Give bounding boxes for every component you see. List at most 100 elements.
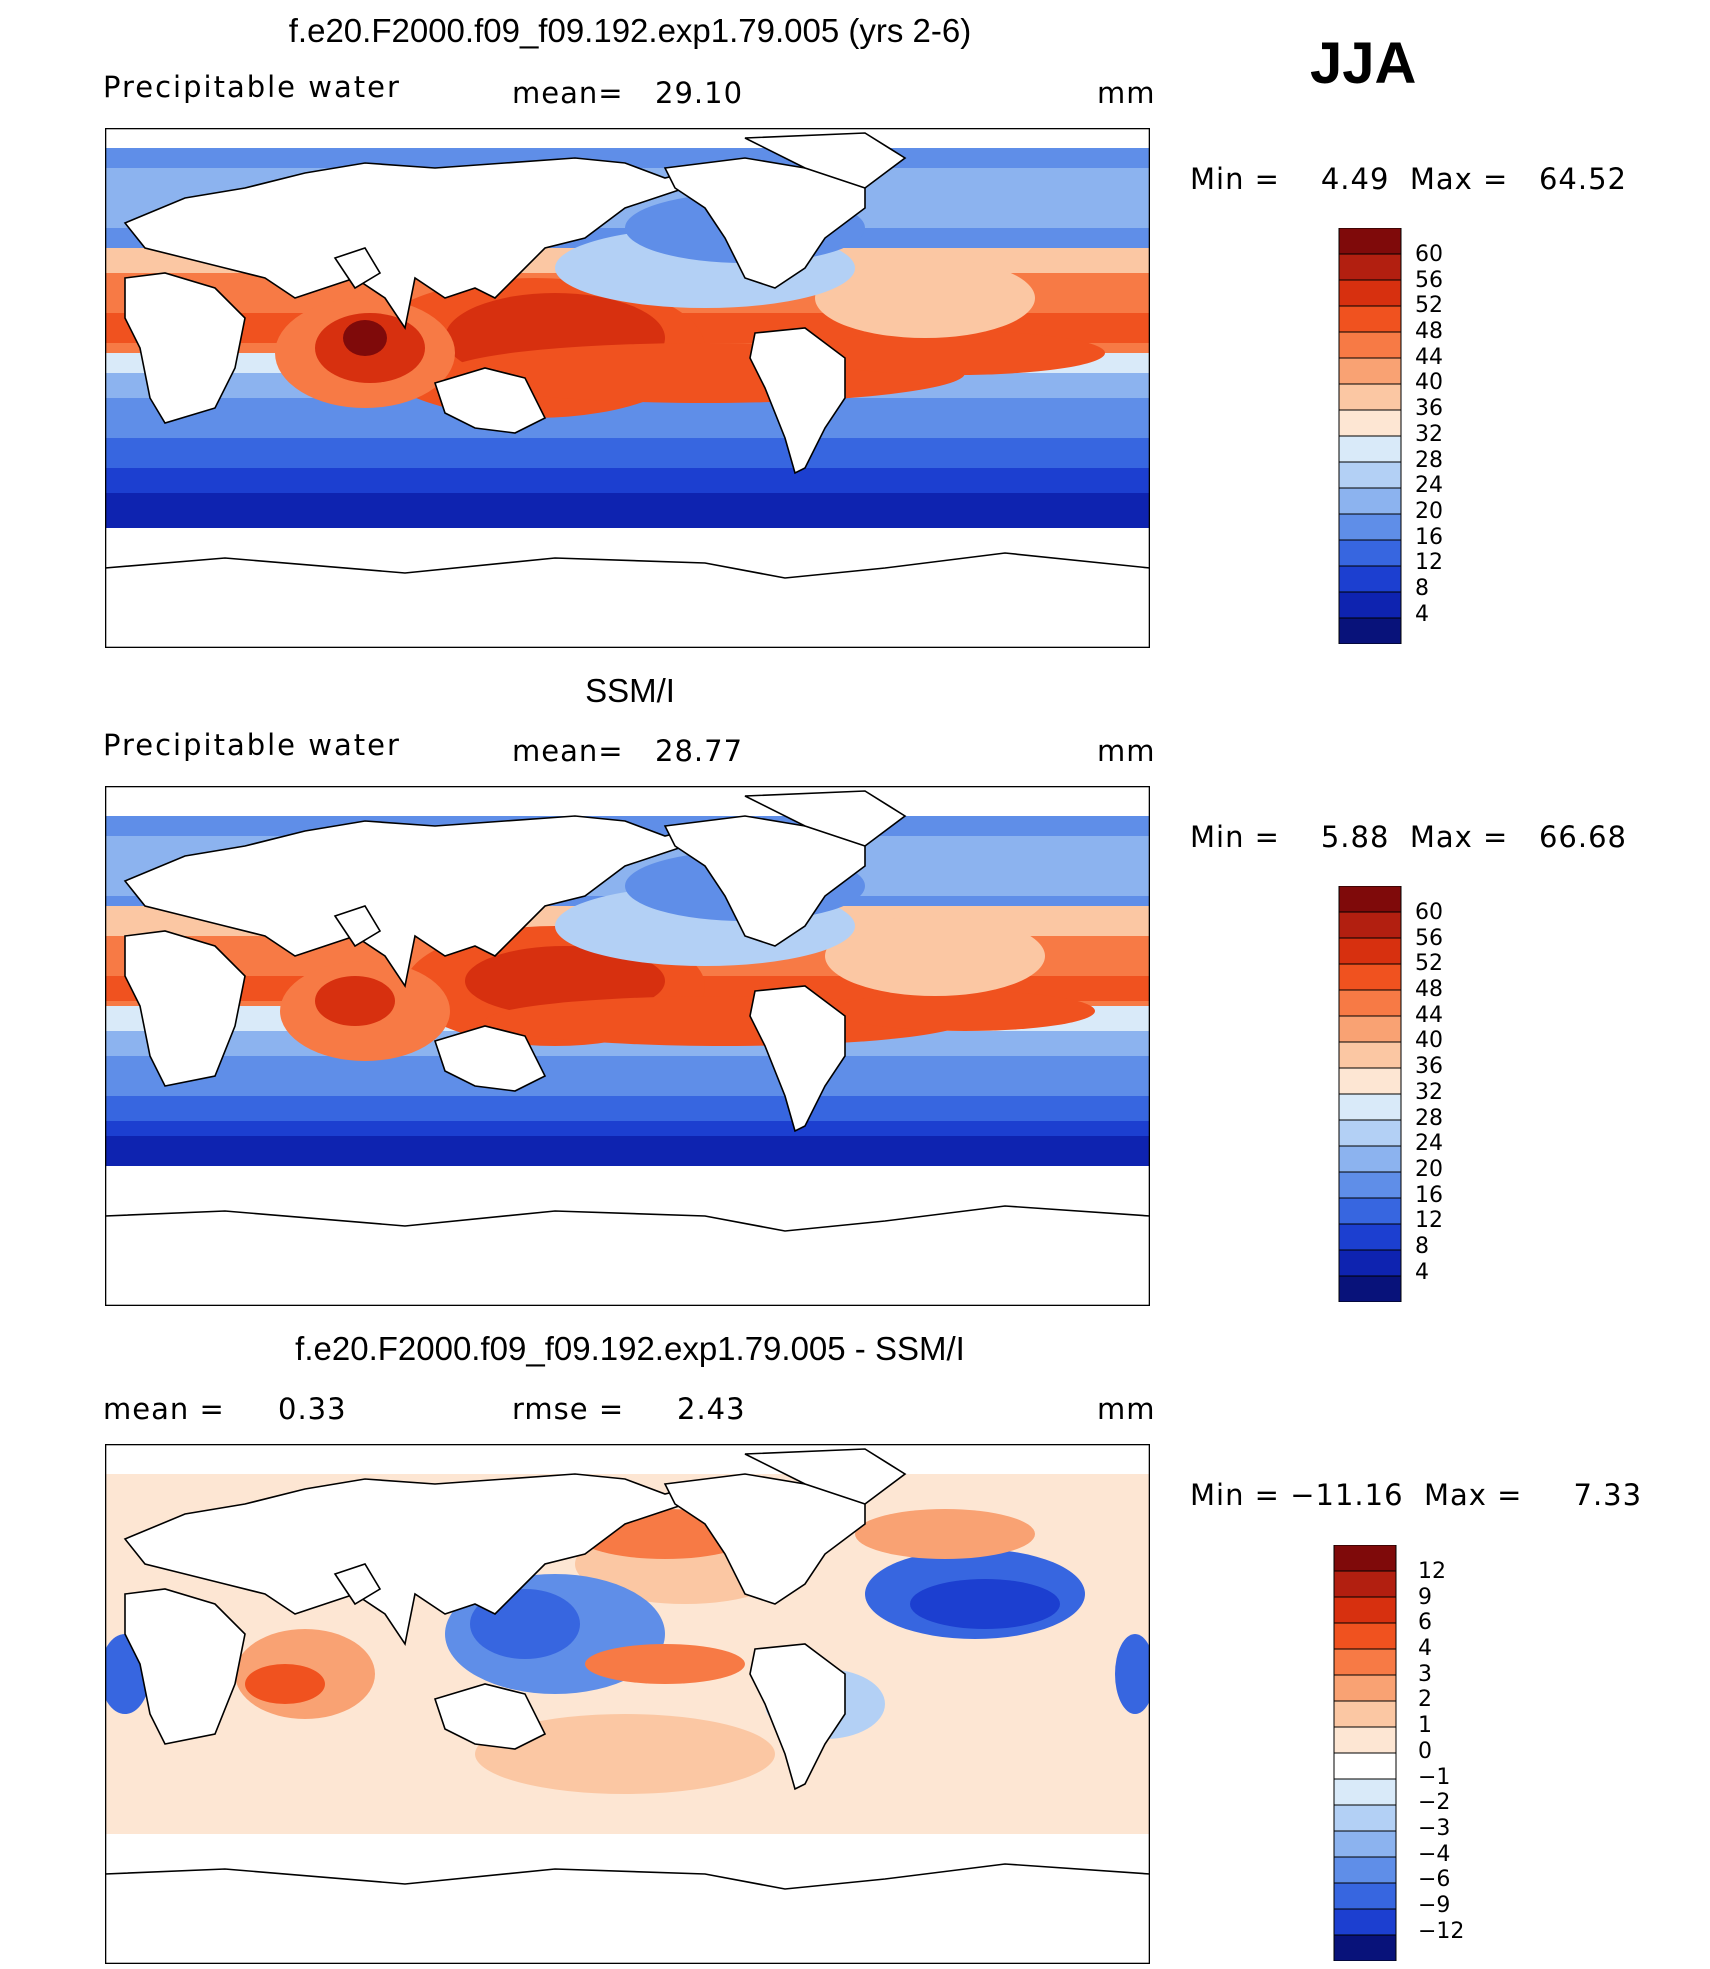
panel1-mean-value: 29.10 xyxy=(655,76,744,110)
colorbar-swatch xyxy=(1338,989,1402,1017)
panel2-units: mm xyxy=(1097,734,1156,768)
cb3-label: 3 xyxy=(1418,1661,1432,1687)
panel2-mean-label: mean= xyxy=(512,734,624,768)
colorbar-swatch xyxy=(1338,1275,1402,1303)
cb1-label: 52 xyxy=(1415,293,1443,319)
colorbar-swatch xyxy=(1338,617,1402,645)
cb3-label: 12 xyxy=(1418,1559,1446,1584)
colorbar-swatch xyxy=(1338,513,1402,541)
panel3-mean-label: mean = xyxy=(103,1392,225,1426)
panel2-field-label: Precipitable water xyxy=(103,728,401,762)
cb1-label: 4 xyxy=(1415,601,1429,627)
colorbar-swatch xyxy=(1333,1622,1397,1650)
cb2-label: 24 xyxy=(1415,1131,1443,1157)
colorbar-swatch xyxy=(1333,1544,1397,1572)
panel3-rmse-value: 2.43 xyxy=(677,1392,746,1426)
cb3-label: 9 xyxy=(1418,1584,1432,1610)
cb2-label: 36 xyxy=(1415,1054,1443,1080)
panel2-range: Min = 5.88 Max = 66.68 xyxy=(1190,820,1628,854)
season-label: JJA xyxy=(1310,31,1417,96)
cb1-label: 44 xyxy=(1415,344,1443,370)
cb3-label: −1 xyxy=(1418,1764,1451,1790)
colorbar-swatch xyxy=(1338,1145,1402,1173)
cb2-label: 32 xyxy=(1415,1079,1443,1105)
panel1-title: f.e20.F2000.f09_f09.192.exp1.79.005 (yrs… xyxy=(288,12,972,49)
cb2-label: 4 xyxy=(1415,1259,1429,1285)
colorbar-swatch xyxy=(1333,1778,1397,1806)
colorbar-swatch xyxy=(1338,1093,1402,1121)
panel3-range: Min = −11.16 Max = 7.33 xyxy=(1190,1478,1643,1512)
colorbar-swatch xyxy=(1338,1197,1402,1225)
cb3-label: 6 xyxy=(1418,1610,1432,1636)
colorbar-swatch xyxy=(1333,1882,1397,1910)
cb1-label: 56 xyxy=(1415,267,1443,293)
colorbar-swatch xyxy=(1338,937,1402,965)
panel2-colorbar xyxy=(1338,885,1402,1307)
cb3-label: 0 xyxy=(1418,1738,1432,1764)
cb3-label: −6 xyxy=(1418,1867,1451,1893)
colorbar-swatch xyxy=(1338,1119,1402,1147)
cb1-label: 40 xyxy=(1415,370,1443,396)
panel1-range: Min = 4.49 Max = 64.52 xyxy=(1190,162,1628,196)
cb1-label: 60 xyxy=(1415,242,1443,267)
cb2-label: 16 xyxy=(1415,1182,1443,1208)
cb1-label: 48 xyxy=(1415,319,1443,345)
colorbar-swatch xyxy=(1338,461,1402,489)
colorbar-swatch xyxy=(1338,435,1402,463)
colorbar-swatch xyxy=(1338,1067,1402,1095)
cb2-label: 44 xyxy=(1415,1002,1443,1028)
colorbar-swatch xyxy=(1338,357,1402,385)
colorbar-swatch xyxy=(1338,487,1402,515)
panel2-mean-value: 28.77 xyxy=(655,734,744,768)
colorbar-swatch xyxy=(1338,911,1402,939)
panel3-colorbar xyxy=(1333,1544,1397,1966)
colorbar-swatch xyxy=(1338,305,1402,333)
cb1-label: 16 xyxy=(1415,524,1443,550)
cb3-label: −4 xyxy=(1418,1841,1451,1867)
cb3-label: −3 xyxy=(1418,1815,1451,1841)
cb1-label: 24 xyxy=(1415,473,1443,499)
colorbar-swatch xyxy=(1338,539,1402,567)
colorbar-swatch xyxy=(1333,1596,1397,1624)
cb3-label: 1 xyxy=(1418,1713,1432,1739)
colorbar-swatch xyxy=(1338,963,1402,991)
cb3-label: −9 xyxy=(1418,1892,1451,1918)
colorbar-swatch xyxy=(1333,1648,1397,1676)
cb2-label: 28 xyxy=(1415,1105,1443,1131)
panel3-map xyxy=(105,1444,1150,1964)
cb2-label: 8 xyxy=(1415,1233,1429,1259)
panel1-mean-label: mean= xyxy=(512,76,624,110)
panel1-field-label: Precipitable water xyxy=(103,70,401,104)
cb2-label: 52 xyxy=(1415,951,1443,977)
colorbar-swatch xyxy=(1333,1752,1397,1780)
colorbar-swatch xyxy=(1338,331,1402,359)
colorbar-swatch xyxy=(1333,1570,1397,1598)
colorbar-swatch xyxy=(1338,885,1402,913)
colorbar-swatch xyxy=(1338,1041,1402,1069)
cb3-label: 2 xyxy=(1418,1687,1432,1713)
colorbar-swatch xyxy=(1338,227,1402,255)
panel1-colorbar-labels: 60 56 52 48 44 40 36 32 28 24 20 16 12 8… xyxy=(1415,242,1443,627)
cb1-label: 8 xyxy=(1415,575,1429,601)
colorbar-swatch xyxy=(1333,1700,1397,1728)
colorbar-swatch xyxy=(1338,591,1402,619)
cb2-label: 40 xyxy=(1415,1028,1443,1054)
colorbar-swatch xyxy=(1338,1223,1402,1251)
cb3-label: 4 xyxy=(1418,1636,1432,1662)
colorbar-swatch xyxy=(1338,279,1402,307)
cb1-label: 32 xyxy=(1415,421,1443,447)
colorbar-swatch xyxy=(1333,1674,1397,1702)
colorbar-swatch xyxy=(1338,409,1402,437)
panel1-colorbar xyxy=(1338,227,1402,649)
panel2-title: SSM/I xyxy=(585,672,675,709)
colorbar-swatch xyxy=(1338,1171,1402,1199)
panel3-colorbar-labels: 12 9 6 4 3 2 1 0 −1 −2 −3 −4 −6 −9 −12 xyxy=(1418,1559,1464,1944)
colorbar-swatch xyxy=(1333,1726,1397,1754)
cb1-label: 28 xyxy=(1415,447,1443,473)
cb3-label: −12 xyxy=(1418,1918,1465,1944)
panel3-rmse-label: rmse = xyxy=(512,1392,625,1426)
cb1-label: 12 xyxy=(1415,550,1443,576)
cb2-label: 60 xyxy=(1415,900,1443,925)
colorbar-swatch xyxy=(1338,565,1402,593)
cb2-label: 12 xyxy=(1415,1208,1443,1234)
